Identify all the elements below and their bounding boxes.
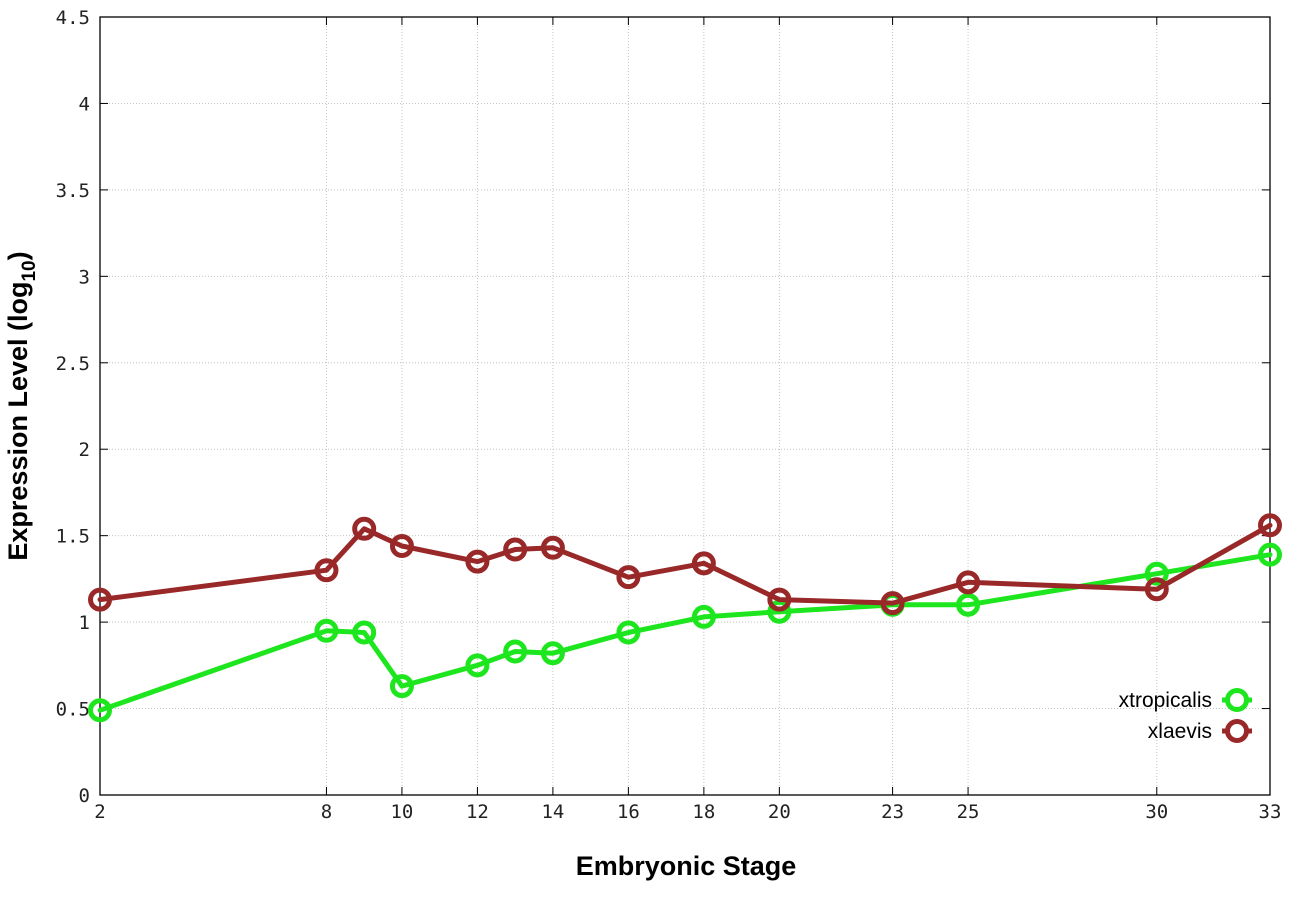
y-tick-label: 2 xyxy=(79,439,90,461)
legend-label-xlaevis: xlaevis xyxy=(1148,720,1212,743)
data-point-xtropicalis xyxy=(1258,542,1282,567)
ticks xyxy=(99,16,1271,796)
legend-label-xtropicalis: xtropicalis xyxy=(1119,689,1212,712)
y-tick-label: 0.5 xyxy=(56,699,90,721)
data-point-xtropicalis xyxy=(540,641,565,666)
series-line-xlaevis xyxy=(97,522,1273,606)
y-axis-title-subscript: 10 xyxy=(19,260,40,281)
x-tick-label: 2 xyxy=(94,801,105,823)
data-point-xlaevis xyxy=(88,587,112,612)
legend-marker-xlaevis xyxy=(1225,719,1249,743)
x-tick-label: 25 xyxy=(957,801,980,823)
data-point-xlaevis xyxy=(1144,577,1169,602)
x-tick-label: 33 xyxy=(1259,801,1282,823)
y-tick-label: 1 xyxy=(79,612,90,634)
series-layer xyxy=(88,513,1282,723)
y-axis-title-main: Expression Level (log xyxy=(3,282,33,561)
y-tick-label: 4.5 xyxy=(56,7,90,29)
y-tick-label: 3 xyxy=(79,266,90,288)
grid xyxy=(100,17,1270,795)
data-point-xtropicalis xyxy=(352,620,377,645)
data-point-xlaevis xyxy=(1258,513,1282,538)
data-point-xlaevis xyxy=(956,570,981,595)
x-tick-label: 30 xyxy=(1145,801,1168,823)
x-tick-label: 10 xyxy=(390,801,413,823)
y-tick-label: 3.5 xyxy=(56,180,90,202)
y-axis-title-close: ) xyxy=(3,251,33,260)
x-tick-label: 23 xyxy=(881,801,904,823)
data-point-xtropicalis xyxy=(767,599,792,624)
data-point-xlaevis xyxy=(540,535,565,560)
data-point-xlaevis xyxy=(691,551,716,576)
y-tick-label: 0 xyxy=(79,785,90,807)
data-point-xtropicalis xyxy=(691,604,716,629)
data-point-xlaevis xyxy=(389,534,414,559)
x-tick-label: 8 xyxy=(321,801,332,823)
data-point-xlaevis xyxy=(503,537,528,562)
data-point-xlaevis xyxy=(465,549,490,574)
y-tick-label: 4 xyxy=(79,93,90,115)
data-point-xtropicalis xyxy=(465,653,490,678)
data-point-xtropicalis xyxy=(88,698,112,723)
y-tick-label: 2.5 xyxy=(56,353,90,375)
data-point-xlaevis xyxy=(352,516,377,541)
y-tick-label: 1.5 xyxy=(56,526,90,548)
data-point-xlaevis xyxy=(314,558,339,583)
plot-frame xyxy=(99,16,1271,796)
x-tick-label: 18 xyxy=(692,801,715,823)
data-point-xtropicalis xyxy=(956,592,981,617)
data-point-xtropicalis xyxy=(1144,561,1169,586)
x-tick-label: 20 xyxy=(768,801,791,823)
data-point-xlaevis xyxy=(767,587,792,612)
x-tick-label: 12 xyxy=(466,801,489,823)
tick-labels: 2 8 10 12 14 16 18 20 23 25 30 33 0 0.5 1 1.5 2 2.5 3 3.5 4 4… xyxy=(56,7,1282,823)
series-xlaevis xyxy=(88,513,1282,616)
data-point-xtropicalis xyxy=(616,620,641,645)
x-axis-title: Embryonic Stage xyxy=(576,851,797,881)
data-point-xtropicalis xyxy=(389,674,414,699)
x-tick-label: 14 xyxy=(541,801,564,823)
x-tick-label: 16 xyxy=(617,801,640,823)
y-axis-title: Expression Level (log10) xyxy=(3,251,40,560)
legend: xtropicalis xlaevis xyxy=(1119,688,1252,743)
data-point-xlaevis xyxy=(880,591,905,616)
legend-marker-xtropicalis xyxy=(1225,688,1249,712)
data-point-xlaevis xyxy=(616,565,641,590)
data-point-xtropicalis xyxy=(314,618,339,643)
data-point-xtropicalis xyxy=(503,639,528,664)
